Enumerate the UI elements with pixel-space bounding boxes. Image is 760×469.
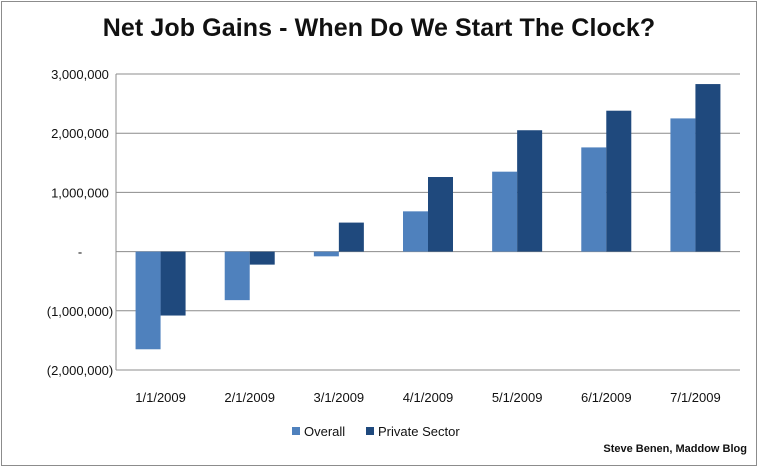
x-tick-label-3: 4/1/2009 xyxy=(403,390,454,405)
legend-label-overall: Overall xyxy=(304,424,345,439)
bar-overall-3 xyxy=(403,211,428,252)
bar-overall-4 xyxy=(492,171,518,252)
bar-overall-6 xyxy=(670,118,696,252)
x-tick-label-0: 1/1/2009 xyxy=(135,390,186,405)
bar-private-sector-5 xyxy=(606,110,632,252)
bar-private-sector-0 xyxy=(160,251,186,316)
chart-title: Net Job Gains - When Do We Start The Clo… xyxy=(102,14,656,42)
bar-overall-2 xyxy=(313,251,339,257)
x-tick-label-1: 2/1/2009 xyxy=(224,390,275,405)
legend-label-private-sector: Private Sector xyxy=(378,424,460,439)
x-tick-label-4: 5/1/2009 xyxy=(492,390,543,405)
y-tick-label-2: 1,000,000 xyxy=(51,185,109,200)
bar-private-sector-1 xyxy=(249,251,275,265)
bar-overall-1 xyxy=(224,251,250,301)
y-tick-label-4: (1,000,000) xyxy=(47,304,114,319)
y-tick-label-5: (2,000,000) xyxy=(47,363,114,378)
legend-swatch-private-sector xyxy=(366,427,374,435)
bar-private-sector-2 xyxy=(338,222,364,252)
bar-private-sector-4 xyxy=(517,130,543,252)
bar-overall-0 xyxy=(135,251,161,350)
bar-overall-5 xyxy=(581,147,607,252)
y-tick-label-3: - xyxy=(78,245,82,260)
bar-private-sector-6 xyxy=(695,84,721,252)
x-tick-label-6: 7/1/2009 xyxy=(670,390,721,405)
bar-private-sector-3 xyxy=(428,177,453,252)
credit-text: Steve Benen, Maddow Blog xyxy=(603,443,747,455)
y-tick-label-0: 3,000,000 xyxy=(51,67,109,82)
legend-swatch-overall xyxy=(292,427,300,435)
x-tick-label-2: 3/1/2009 xyxy=(314,390,365,405)
y-tick-label-1: 2,000,000 xyxy=(51,126,109,141)
x-tick-label-5: 6/1/2009 xyxy=(581,390,632,405)
